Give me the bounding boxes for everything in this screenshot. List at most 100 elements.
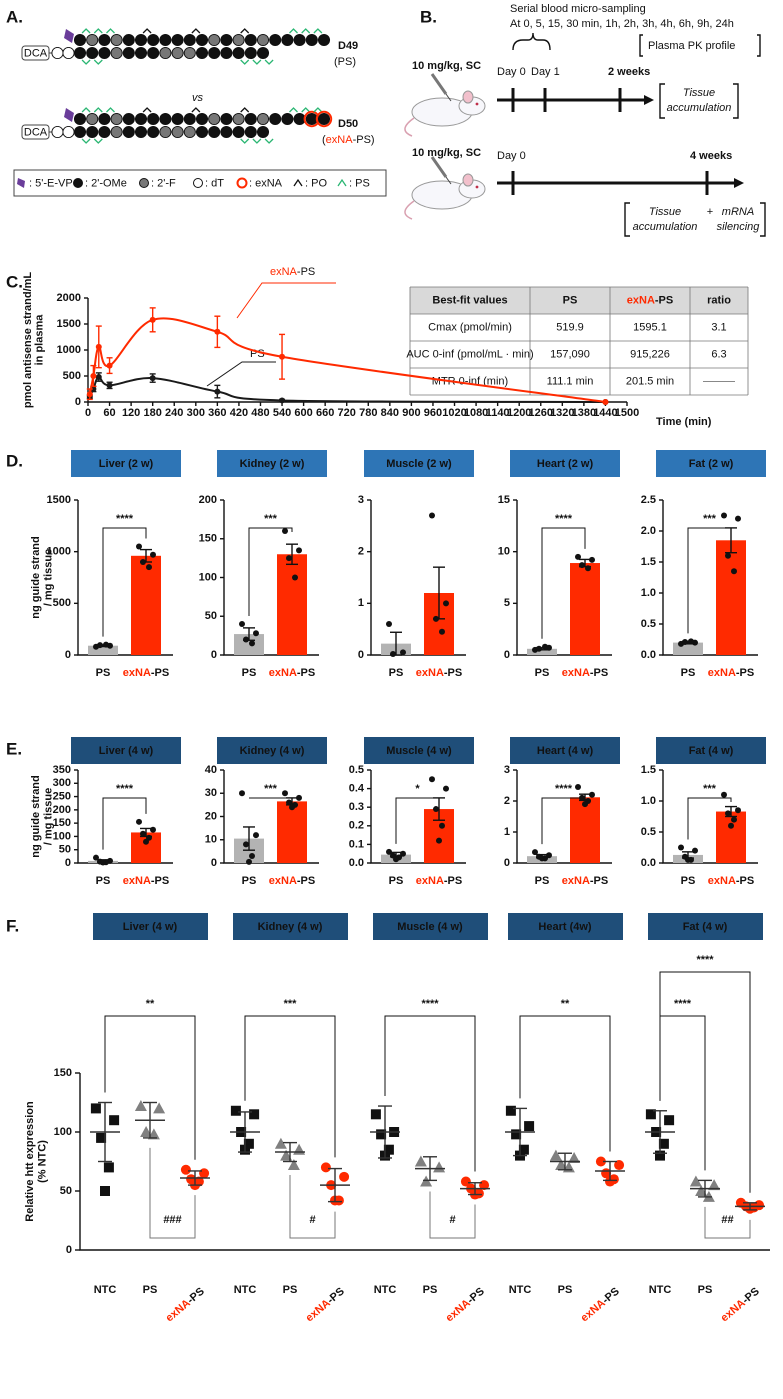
nucleotide bbox=[281, 33, 294, 47]
title-box bbox=[510, 737, 620, 764]
chart-title: Heart (2 w) bbox=[537, 458, 594, 470]
y-tick-label: 0.5 bbox=[641, 826, 656, 838]
text-part: exNA bbox=[708, 667, 736, 679]
data-point bbox=[505, 1105, 516, 1116]
data-point bbox=[664, 1115, 675, 1126]
nucleotide bbox=[269, 112, 282, 126]
significance-label: ### bbox=[163, 1214, 181, 1226]
data-point bbox=[149, 316, 156, 323]
table-cell: MTR 0-inf (min) bbox=[432, 375, 508, 387]
y-tick-label: 30 bbox=[205, 787, 217, 799]
nucleotide bbox=[183, 33, 196, 47]
oligo-diagrams: DCA DCA: 5'-E-VP: 2'-OMe: 2'-F: dT: exNA:… bbox=[17, 28, 370, 189]
title-box bbox=[510, 450, 620, 477]
data-point bbox=[429, 512, 435, 519]
y-tick-label: 200 bbox=[53, 804, 71, 816]
text-part: -PS bbox=[151, 667, 169, 679]
x-tick-label: PS bbox=[242, 875, 257, 887]
nucleotide bbox=[220, 33, 233, 47]
text-part: -PS) bbox=[353, 134, 375, 146]
nucleotide bbox=[147, 125, 160, 139]
linkage bbox=[81, 107, 91, 113]
linkage bbox=[264, 59, 274, 65]
x-tick-label: PS bbox=[698, 1284, 713, 1296]
linkage bbox=[240, 28, 250, 34]
data-point bbox=[86, 391, 93, 398]
significance-label: # bbox=[449, 1214, 455, 1226]
x-tick-label: exNA-PS bbox=[562, 875, 608, 887]
nucleotide bbox=[195, 46, 209, 60]
mouse-tail bbox=[404, 200, 415, 220]
data-point bbox=[460, 1176, 471, 1187]
nucleotide bbox=[256, 112, 270, 126]
mouse-eye bbox=[475, 102, 479, 106]
x-tick-label: exNA-PS bbox=[416, 667, 462, 679]
y-tick-label: 300 bbox=[53, 777, 71, 789]
data-point bbox=[433, 615, 439, 622]
significance-bracket bbox=[659, 971, 751, 1193]
significance-bracket bbox=[429, 1191, 476, 1239]
data-point bbox=[400, 649, 406, 656]
chart-title: Liver (4 w) bbox=[99, 745, 154, 757]
axes bbox=[79, 1073, 770, 1251]
data-point bbox=[678, 844, 684, 851]
chart-title: Muscle (4 w) bbox=[386, 745, 452, 757]
text-part: -PS bbox=[590, 875, 608, 887]
linkage bbox=[264, 138, 274, 144]
table-cell: 201.5 min bbox=[626, 375, 674, 387]
significance-label: **** bbox=[421, 998, 439, 1010]
data-point bbox=[524, 1121, 535, 1132]
y-tick-label: 100 bbox=[53, 830, 71, 842]
x-tick-label: exNA-PS bbox=[708, 667, 754, 679]
x-tick-label: NTC bbox=[509, 1284, 532, 1296]
data-point bbox=[103, 1162, 114, 1173]
nucleotide bbox=[159, 112, 172, 126]
x-tick-label: PS bbox=[283, 1284, 298, 1296]
x-tick-label: 660 bbox=[316, 407, 334, 419]
data-point bbox=[731, 816, 737, 823]
nucleotide bbox=[256, 46, 270, 60]
x-tick-label: 1200 bbox=[507, 407, 531, 419]
y-tick-label: 3 bbox=[358, 494, 364, 506]
chart-title: Heart (4w) bbox=[538, 921, 592, 933]
conjugate: DCA bbox=[24, 47, 48, 59]
significance-bracket bbox=[289, 1175, 336, 1239]
x-tick-label: PS bbox=[242, 667, 257, 679]
y-tick-label: 0.1 bbox=[349, 838, 364, 850]
text-part: -PS bbox=[297, 667, 315, 679]
data-point bbox=[287, 1159, 300, 1171]
linkage bbox=[252, 59, 262, 65]
linkage bbox=[240, 107, 250, 113]
data-point bbox=[536, 645, 542, 652]
x-tick-label: 1380 bbox=[572, 407, 596, 419]
nucleotide bbox=[86, 33, 99, 47]
readout: mRNA bbox=[722, 206, 754, 218]
data-point bbox=[370, 1109, 381, 1120]
table-cell: 915,226 bbox=[630, 348, 670, 360]
data-point bbox=[243, 1138, 254, 1149]
nucleotide bbox=[256, 33, 270, 47]
arrowhead bbox=[644, 95, 654, 105]
y-tick-label: 150 bbox=[199, 533, 217, 545]
chart-title: Fat (2 w) bbox=[689, 458, 734, 470]
text-part: exNA bbox=[562, 875, 590, 887]
chart-title: Heart (4 w) bbox=[537, 745, 594, 757]
data-point bbox=[602, 399, 609, 405]
nucleotide bbox=[73, 125, 87, 139]
data-point bbox=[136, 818, 142, 825]
nucleotide bbox=[293, 33, 306, 47]
bar bbox=[277, 801, 307, 863]
nucleotide bbox=[147, 112, 160, 126]
y-tick-label: 0.5 bbox=[641, 618, 656, 630]
y-tick-label: 250 bbox=[53, 790, 71, 802]
data-point bbox=[249, 1109, 260, 1120]
significance-bracket bbox=[519, 1015, 611, 1152]
data-point bbox=[721, 791, 727, 798]
legend-symbol bbox=[236, 177, 248, 189]
significance-label: ** bbox=[146, 998, 155, 1010]
data-point bbox=[239, 790, 245, 797]
nucleotide bbox=[134, 46, 148, 60]
panel-label: E. bbox=[6, 739, 22, 758]
data-point bbox=[708, 1179, 721, 1191]
y-tick-label: 0 bbox=[504, 649, 510, 661]
